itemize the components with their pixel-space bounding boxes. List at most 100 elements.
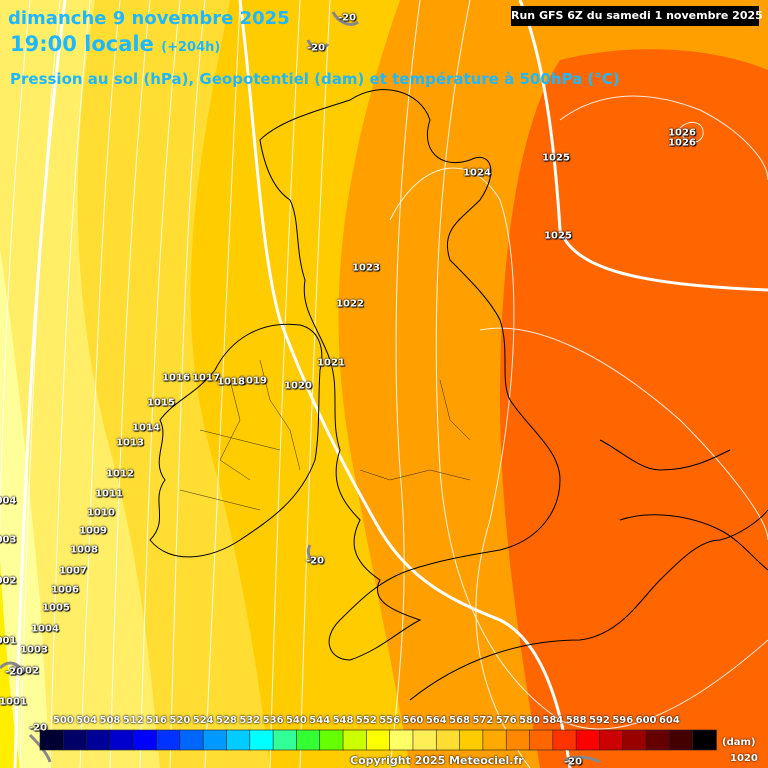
scale-swatch: [366, 729, 391, 751]
scale-swatch: [226, 729, 251, 751]
isobar-label: 001: [0, 635, 17, 647]
isobar-label: 1023: [352, 262, 380, 274]
scale-swatch: [156, 729, 181, 751]
scale-label: 536: [262, 715, 284, 726]
isobar-label: 1019: [239, 375, 267, 387]
scale-label: 556: [379, 715, 401, 726]
isobar-label: 1014: [132, 422, 160, 434]
isobar-label: 1021: [317, 357, 345, 369]
scale-swatch: [482, 729, 508, 751]
scale-swatch: [389, 729, 414, 751]
isobar-label: 1024: [463, 167, 491, 179]
isobar-label: 003: [0, 534, 17, 546]
scale-label: 548: [332, 715, 354, 726]
scale-label: 528: [216, 715, 237, 726]
scale-swatch: [63, 729, 88, 751]
isobar-label: 1025: [544, 230, 572, 242]
scale-label: 524: [192, 715, 214, 726]
isobar-label: 1015: [147, 397, 175, 409]
map-subtitle: Pression au sol (hPa), Geopotentiel (dam…: [10, 70, 620, 88]
scale-label: 592: [589, 715, 610, 726]
scale-label: 540: [285, 715, 307, 726]
isobar-label: 1016: [162, 372, 190, 384]
scale-swatch: [109, 729, 135, 751]
scale-swatch: [505, 729, 531, 751]
scale-label: 580: [519, 715, 540, 726]
scale-label: 604: [658, 715, 680, 726]
scale-label: 564: [425, 715, 447, 726]
isotherm-label: -20: [4, 666, 24, 678]
scale-label: 584: [542, 715, 564, 726]
forecast-date: dimanche 9 novembre 2025: [8, 8, 290, 29]
isotherm-label: -20: [337, 12, 357, 24]
scale-swatch: [249, 729, 274, 751]
scale-swatch: [599, 729, 624, 751]
coastlines: [149, 89, 768, 701]
isotherm-label: -20: [28, 722, 48, 734]
scale-label: 508: [99, 715, 121, 726]
isobar-label: 1010: [87, 507, 115, 519]
isobar-label: 1003: [20, 644, 48, 656]
isobar-label: 1022: [336, 298, 364, 310]
scale-swatch: [459, 729, 484, 751]
forecast-lead: (+204h): [161, 40, 221, 55]
isotherm-label: -20: [305, 555, 325, 567]
scale-swatch: [86, 729, 111, 751]
scale-label: 576: [495, 715, 517, 726]
isobar-label: 1011: [95, 488, 123, 500]
isobar-label: 1017: [192, 372, 220, 384]
scale-label: 500: [52, 715, 74, 726]
isobar-label: 1013: [116, 437, 144, 449]
isobar-label: 1004: [31, 623, 59, 635]
copyright: Copyright 2025 Meteociel.fr: [350, 754, 524, 767]
forecast-time-value: 19:00 locale: [10, 32, 154, 56]
scale-label: 512: [122, 715, 144, 726]
scale-swatch: [412, 729, 438, 751]
isotherm-label: -20: [306, 42, 326, 54]
scale-label: 516: [146, 715, 167, 726]
band-564: [0, 0, 160, 768]
scale-swatch: [622, 729, 647, 751]
isobar-label: 1018: [217, 376, 245, 388]
isobar-label: 1025: [542, 152, 570, 164]
isobar-label: 1001: [0, 696, 27, 708]
scale-swatch: [552, 729, 577, 751]
isobar-label: 1026: [668, 137, 696, 149]
scale-label: 596: [612, 715, 634, 726]
scale-swatch: [342, 729, 368, 751]
run-info: Run GFS 6Z du samedi 1 novembre 2025: [511, 6, 763, 26]
isobar-label: 1006: [51, 584, 79, 596]
scale-label: 504: [76, 715, 98, 726]
scale-unit: (dam): [722, 737, 756, 748]
scale-label: 532: [239, 715, 261, 726]
scale-swatch: [529, 729, 554, 751]
color-scale: [39, 729, 717, 751]
scale-label: 588: [565, 715, 587, 726]
isobar-label: 1012: [106, 468, 134, 480]
scale-swatch: [272, 729, 298, 751]
scale-swatch: [692, 729, 717, 751]
scale-label: 560: [402, 715, 424, 726]
isobar-label: 1007: [59, 565, 87, 577]
scale-label: 572: [472, 715, 494, 726]
scale-swatch: [296, 729, 321, 751]
isobar-label: 1009: [79, 525, 107, 537]
scale-swatch: [645, 729, 671, 751]
isobar-label: 1026: [668, 127, 696, 139]
scale-label: 568: [449, 715, 471, 726]
corner-pressure-label: 1020: [730, 753, 758, 764]
isobar-label: 002: [0, 575, 17, 587]
scale-swatch: [202, 729, 228, 751]
isobar-label: 1005: [42, 602, 70, 614]
isobar-label: 1002: [11, 665, 39, 677]
band-580: [500, 49, 768, 768]
borders: [179, 359, 471, 511]
scale-swatch: [669, 729, 694, 751]
isobar-label: 004: [0, 495, 17, 507]
scale-swatch: [435, 729, 461, 751]
forecast-time: 19:00 locale (+204h): [10, 32, 220, 56]
scale-label: 600: [635, 715, 657, 726]
isotherm-label: -20: [563, 756, 583, 768]
